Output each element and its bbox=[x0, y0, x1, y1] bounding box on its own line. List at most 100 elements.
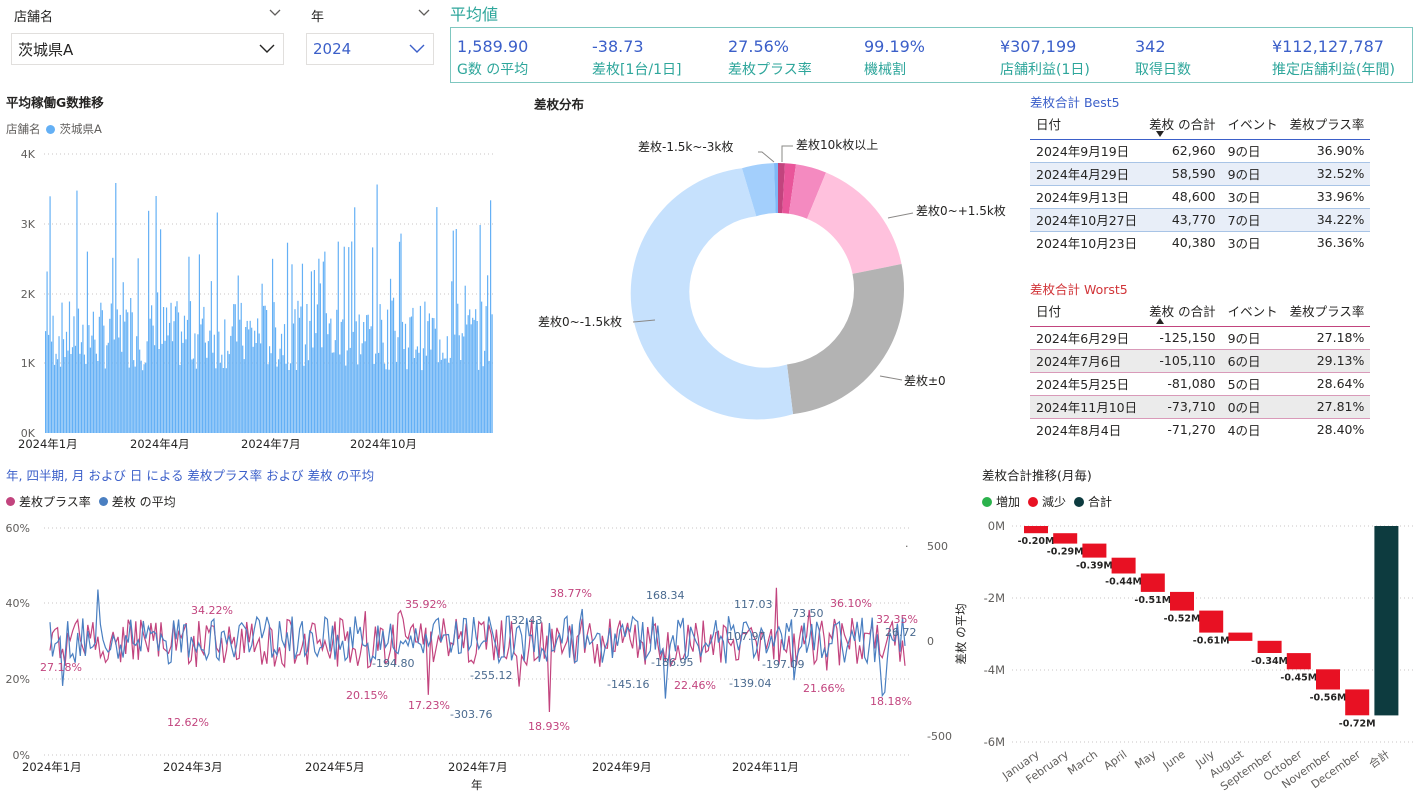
gcount-bar[interactable] bbox=[142, 370, 144, 433]
gcount-bar[interactable] bbox=[152, 325, 154, 433]
gcount-bar[interactable] bbox=[291, 264, 293, 433]
gcount-bar[interactable] bbox=[263, 305, 265, 433]
gcount-bar[interactable] bbox=[336, 309, 338, 433]
gcount-bar[interactable] bbox=[343, 246, 345, 433]
gcount-bar[interactable] bbox=[222, 368, 224, 433]
gcount-bar[interactable] bbox=[451, 281, 453, 433]
gcount-bar[interactable] bbox=[425, 355, 427, 433]
gcount-bar[interactable] bbox=[151, 305, 153, 433]
gcount-bar[interactable] bbox=[364, 341, 366, 433]
gcount-bar[interactable] bbox=[52, 315, 54, 433]
gcount-bar[interactable] bbox=[236, 341, 238, 434]
gcount-bar[interactable] bbox=[383, 363, 386, 433]
gcount-bar[interactable] bbox=[145, 362, 147, 433]
gcount-bar[interactable] bbox=[86, 251, 88, 433]
gcount-bar[interactable] bbox=[140, 360, 142, 433]
gcount-bar[interactable] bbox=[165, 307, 168, 434]
gcount-bar[interactable] bbox=[218, 331, 220, 433]
gcount-bar[interactable] bbox=[407, 347, 410, 434]
gcount-bar[interactable] bbox=[53, 364, 56, 433]
gcount-bar[interactable] bbox=[80, 342, 83, 433]
gcount-bar[interactable] bbox=[133, 360, 135, 433]
gcount-bar[interactable] bbox=[67, 350, 69, 433]
gcount-bar[interactable] bbox=[366, 315, 368, 433]
gcount-bar[interactable] bbox=[231, 326, 233, 433]
gcount-bar[interactable] bbox=[397, 337, 399, 433]
gcount-bar[interactable] bbox=[324, 251, 326, 433]
donut-slice[interactable] bbox=[778, 163, 785, 214]
store-dropdown[interactable]: 茨城県A bbox=[11, 33, 284, 65]
gcount-bar[interactable] bbox=[488, 360, 490, 433]
gcount-bar[interactable] bbox=[475, 309, 477, 433]
gcount-bar[interactable] bbox=[369, 329, 371, 433]
gcount-bar[interactable] bbox=[481, 301, 483, 433]
gcount-bar[interactable] bbox=[333, 352, 335, 433]
waterfall-bar[interactable] bbox=[1345, 689, 1370, 716]
gcount-bar[interactable] bbox=[203, 306, 205, 433]
gcount-bar[interactable] bbox=[210, 281, 212, 433]
gcount-bar[interactable] bbox=[382, 342, 384, 433]
gcount-bar[interactable] bbox=[159, 229, 162, 433]
gcount-bar[interactable] bbox=[464, 285, 466, 433]
gcount-bar[interactable] bbox=[82, 324, 84, 433]
gcount-bar[interactable] bbox=[191, 359, 193, 434]
gcount-bar[interactable] bbox=[295, 370, 298, 433]
gcount-bar[interactable] bbox=[288, 370, 290, 433]
gcount-bar[interactable] bbox=[421, 370, 423, 433]
gcount-bar[interactable] bbox=[473, 319, 475, 433]
gcount-bar[interactable] bbox=[155, 196, 157, 433]
gcount-bar[interactable] bbox=[455, 229, 457, 433]
gcount-bar[interactable] bbox=[209, 330, 211, 433]
gcount-bar[interactable] bbox=[448, 362, 450, 433]
gcount-bar[interactable] bbox=[439, 339, 441, 434]
gcount-bar[interactable] bbox=[176, 301, 178, 433]
gcount-bar[interactable] bbox=[316, 304, 318, 433]
gcount-bar[interactable] bbox=[146, 341, 148, 433]
gcount-bar[interactable] bbox=[476, 321, 478, 433]
gcount-bar[interactable] bbox=[182, 342, 184, 433]
gcount-bar[interactable] bbox=[149, 318, 151, 433]
gcount-bar[interactable] bbox=[334, 340, 336, 433]
gcount-bar[interactable] bbox=[206, 357, 208, 433]
gcount-bar[interactable] bbox=[428, 313, 430, 433]
gcount-bar[interactable] bbox=[434, 328, 436, 433]
donut-slice[interactable] bbox=[782, 163, 796, 214]
gcount-bar[interactable] bbox=[154, 345, 156, 433]
gcount-bar[interactable] bbox=[83, 354, 86, 433]
gcount-bar[interactable] bbox=[487, 275, 489, 433]
gcount-bar[interactable] bbox=[346, 350, 348, 433]
gcount-bar[interactable] bbox=[312, 347, 314, 434]
waterfall-bar[interactable] bbox=[1316, 669, 1340, 690]
gcount-bar[interactable] bbox=[45, 331, 47, 433]
waterfall-bar[interactable] bbox=[1257, 640, 1282, 653]
worst5-header[interactable]: 日付 bbox=[1036, 304, 1062, 320]
table-row[interactable]: 2024年5月25日 -81,080 5の日 28.64% bbox=[1030, 372, 1371, 395]
gcount-bar[interactable] bbox=[157, 292, 159, 433]
gcount-bar[interactable] bbox=[286, 242, 289, 433]
worst5-header[interactable]: 差枚 の合計 bbox=[1143, 296, 1221, 326]
table-row[interactable]: 2024年8月4日 -71,270 4の日 28.40% bbox=[1030, 418, 1370, 441]
gcount-bar[interactable] bbox=[274, 327, 277, 433]
gcount-bar[interactable] bbox=[427, 321, 429, 433]
gcount-bar[interactable] bbox=[304, 344, 307, 433]
gcount-bar[interactable] bbox=[330, 318, 332, 433]
gcount-bar[interactable] bbox=[243, 359, 245, 433]
waterfall-legend-item[interactable]: 増加 bbox=[996, 495, 1021, 509]
gcount-bar[interactable] bbox=[351, 241, 353, 434]
gcount-bar[interactable] bbox=[74, 345, 77, 433]
gcount-bar[interactable] bbox=[183, 315, 186, 433]
best5-header[interactable]: 日付 bbox=[1036, 117, 1062, 133]
gcount-bar[interactable] bbox=[168, 322, 171, 433]
gcount-bar[interactable] bbox=[130, 298, 132, 433]
gcount-bar[interactable] bbox=[310, 271, 312, 433]
gcount-bar[interactable] bbox=[195, 368, 198, 433]
waterfall-bar[interactable] bbox=[1140, 573, 1165, 592]
gcount-bar[interactable] bbox=[125, 309, 127, 433]
gcount-bar[interactable] bbox=[106, 345, 108, 433]
gcount-bar[interactable] bbox=[269, 346, 271, 433]
gcount-bar[interactable] bbox=[107, 342, 109, 433]
plus-rate-line[interactable] bbox=[49, 587, 906, 713]
gcount-bar[interactable] bbox=[50, 341, 53, 433]
gcount-bar[interactable] bbox=[409, 317, 411, 433]
gcount-bar[interactable] bbox=[240, 302, 242, 433]
